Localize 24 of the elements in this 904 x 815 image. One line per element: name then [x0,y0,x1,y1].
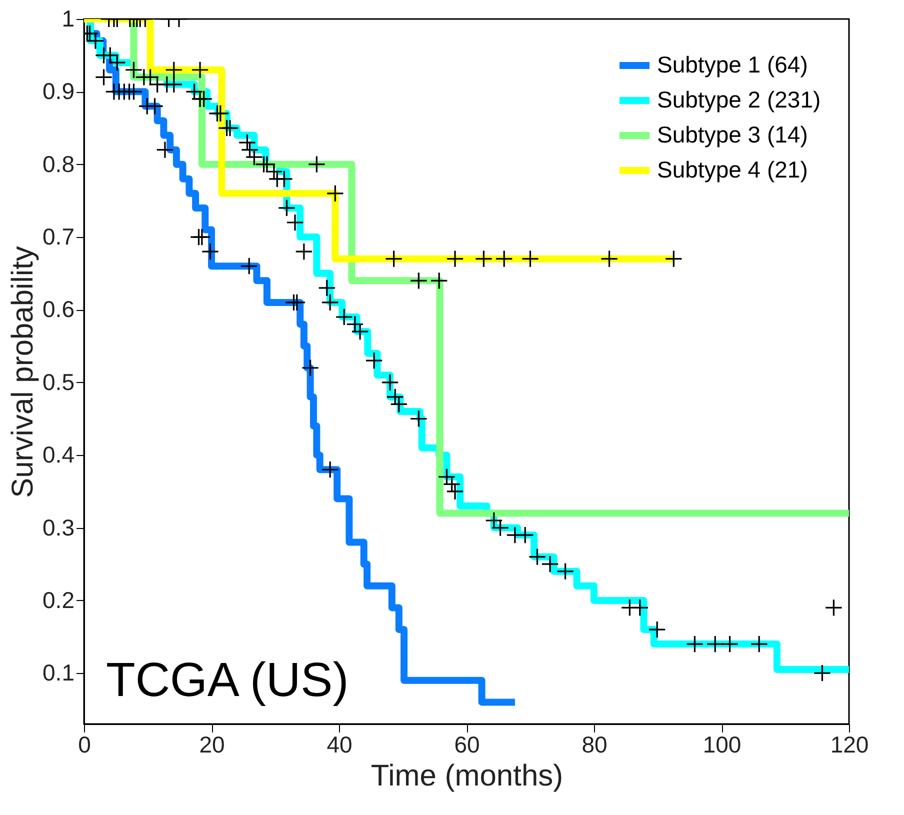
x-tick-label: 120 [830,732,869,758]
y-tick-label: 0.9 [42,78,74,104]
legend-label: Subtype 1 (64) [657,52,808,78]
y-axis-title: Survival probability [6,246,40,498]
y-tick-label: 0.8 [42,150,74,177]
y-tick-label: 0.6 [42,296,74,322]
x-tick-label: 100 [702,732,742,758]
x-tick-label: 60 [454,732,480,758]
x-tick-label: 80 [582,732,608,758]
annotation: TCGA (US) [106,654,349,707]
y-tick-label: 0.4 [42,442,75,468]
y-tick-label: 0.1 [42,660,74,686]
x-tick-label: 0 [78,732,91,758]
legend-label: Subtype 2 (231) [657,86,821,112]
legend-label: Subtype 4 (21) [657,156,808,182]
y-tick-label: 0.7 [42,224,74,250]
y-tick-label: 0.5 [42,368,74,395]
y-tick-label: 0.2 [42,586,74,613]
x-tick-label: 40 [326,732,352,758]
y-tick-label: 0.3 [42,514,74,540]
x-tick-label: 20 [199,732,225,758]
x-axis-title: Time (months) [370,760,564,792]
y-tick-label: 1 [62,6,74,32]
legend-label: Subtype 3 (14) [657,122,808,148]
